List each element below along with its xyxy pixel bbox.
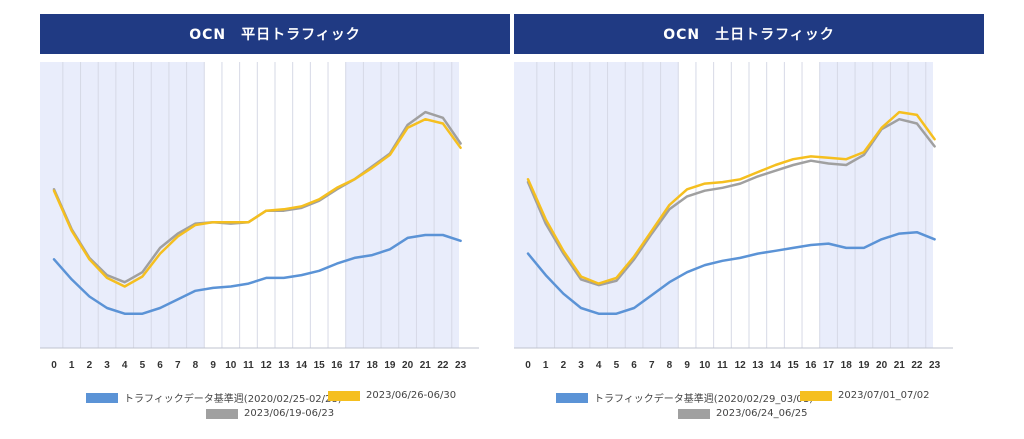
x-tick-label: 2 bbox=[87, 360, 93, 371]
legend-swatch-baseline bbox=[86, 392, 118, 403]
x-tick-label: 22 bbox=[437, 360, 449, 371]
x-tick-label: 23 bbox=[929, 360, 941, 371]
legend-item-yellow: 2023/07/01_07/02 bbox=[800, 390, 929, 401]
x-tick-label: 3 bbox=[104, 360, 110, 371]
x-tick-label: 0 bbox=[51, 360, 57, 371]
series-line bbox=[526, 230, 936, 315]
x-tick-label: 23 bbox=[455, 360, 467, 371]
weekend-chart-plot: 0 1 2 3 4 5 6 7 8 9 10 11 12 13 14 15 16 17 18 19 20 21 22 23 bbox=[514, 62, 953, 371]
x-tick-label: 9 bbox=[210, 360, 216, 371]
weekend-chart-legend: トラフィックデータ基準週(2020/02/29_03/01) 2023/07/0… bbox=[514, 384, 984, 434]
x-tick-label: 12 bbox=[735, 360, 747, 371]
x-tick-label: 6 bbox=[631, 360, 637, 371]
x-tick-label: 19 bbox=[384, 360, 396, 371]
x-tick-label: 21 bbox=[894, 360, 906, 371]
x-tick-label: 15 bbox=[788, 360, 800, 371]
series-line bbox=[52, 117, 462, 288]
x-tick-label: 17 bbox=[349, 360, 361, 371]
x-tick-label: 16 bbox=[805, 360, 817, 371]
weekend-chart-panel: OCN 土日トラフィック 0 1 2 3 4 5 6 7 8 9 10 11 12 13 14 15 16 17 1… bbox=[514, 14, 984, 434]
shaded-region bbox=[514, 62, 679, 348]
legend-item-baseline: トラフィックデータ基準週(2020/02/29_03/01) bbox=[556, 390, 813, 405]
legend-label-yellow: 2023/06/26-06/30 bbox=[366, 390, 457, 401]
x-tick-label: 13 bbox=[278, 360, 290, 371]
legend-swatch-yellow bbox=[328, 390, 360, 401]
x-tick-label: 1 bbox=[69, 360, 75, 371]
x-tick-label: 22 bbox=[911, 360, 923, 371]
legend-item-yellow: 2023/06/26-06/30 bbox=[328, 390, 456, 401]
x-tick-label: 14 bbox=[296, 360, 308, 371]
legend-item-gray: 2023/06/24_06/25 bbox=[678, 408, 807, 419]
chart-title: OCN 土日トラフィック bbox=[514, 14, 984, 54]
legend-item-baseline: トラフィックデータ基準週(2020/02/25-02/28) bbox=[86, 390, 342, 405]
x-tick-label: 8 bbox=[193, 360, 199, 371]
x-tick-label: 16 bbox=[331, 360, 343, 371]
shaded-region bbox=[345, 62, 459, 348]
weekday-chart-panel: OCN 平日トラフィック 0 1 2 3 4 5 6 7 8 9 10 11 12 13 14 15 16 17 1… bbox=[40, 14, 510, 434]
x-tick-label: 8 bbox=[667, 360, 673, 371]
x-tick-label: 3 bbox=[578, 360, 584, 371]
x-tick-label: 20 bbox=[876, 360, 888, 371]
x-tick-label: 15 bbox=[314, 360, 326, 371]
shaded-region bbox=[40, 62, 205, 348]
x-tick-label: 12 bbox=[261, 360, 273, 371]
x-tick-label: 17 bbox=[823, 360, 835, 371]
x-tick-label: 21 bbox=[420, 360, 432, 371]
legend-swatch-baseline bbox=[556, 392, 588, 403]
legend-label-baseline: トラフィックデータ基準週(2020/02/29_03/01) bbox=[594, 394, 814, 405]
legend-label-yellow: 2023/07/01_07/02 bbox=[838, 390, 930, 401]
legend-label-gray: 2023/06/24_06/25 bbox=[716, 408, 808, 419]
chart-title: OCN 平日トラフィック bbox=[40, 14, 510, 54]
x-tick-label: 20 bbox=[402, 360, 414, 371]
x-tick-label: 1 bbox=[543, 360, 549, 371]
x-tick-label: 9 bbox=[684, 360, 690, 371]
x-tick-label: 7 bbox=[175, 360, 181, 371]
shaded-region bbox=[819, 62, 933, 348]
x-tick-label: 10 bbox=[225, 360, 237, 371]
x-tick-label: 2 bbox=[561, 360, 567, 371]
weekday-chart-legend: トラフィックデータ基準週(2020/02/25-02/28) 2023/06/2… bbox=[40, 384, 510, 434]
x-tick-label: 6 bbox=[157, 360, 163, 371]
x-tick-label: 4 bbox=[596, 360, 602, 371]
x-tick-label: 13 bbox=[752, 360, 764, 371]
x-tick-label: 0 bbox=[525, 360, 531, 371]
legend-swatch-gray bbox=[206, 408, 238, 419]
x-tick-label: 14 bbox=[770, 360, 782, 371]
series-line bbox=[52, 233, 462, 315]
x-tick-label: 10 bbox=[699, 360, 711, 371]
legend-label-baseline: トラフィックデータ基準週(2020/02/25-02/28) bbox=[124, 394, 342, 405]
legend-swatch-yellow bbox=[800, 390, 832, 401]
weekday-chart-plot: 0 1 2 3 4 5 6 7 8 9 10 11 12 13 14 15 16 17 18 19 20 21 22 23 bbox=[40, 62, 479, 371]
x-tick-label: 18 bbox=[367, 360, 379, 371]
legend-swatch-gray bbox=[678, 408, 710, 419]
x-tick-label: 5 bbox=[140, 360, 146, 371]
legend-label-gray: 2023/06/19-06/23 bbox=[244, 408, 335, 419]
x-tick-label: 11 bbox=[243, 360, 254, 371]
x-tick-label: 4 bbox=[122, 360, 128, 371]
x-tick-label: 18 bbox=[841, 360, 853, 371]
x-tick-label: 19 bbox=[858, 360, 870, 371]
series-line bbox=[526, 117, 936, 287]
legend-item-gray: 2023/06/19-06/23 bbox=[206, 408, 334, 419]
series-line bbox=[526, 110, 936, 285]
x-tick-label: 5 bbox=[614, 360, 620, 371]
x-tick-label: 7 bbox=[649, 360, 655, 371]
x-tick-label: 11 bbox=[717, 360, 728, 371]
